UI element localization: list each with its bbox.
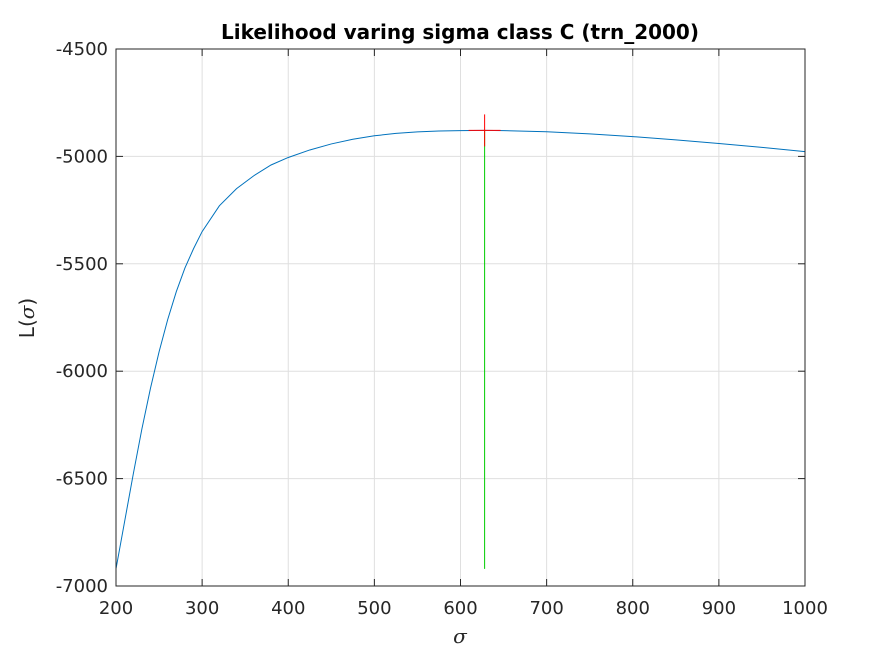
x-tick-label: 800 xyxy=(616,598,650,619)
y-axis-label-prefix: L( xyxy=(15,319,39,338)
y-tick-label: -5000 xyxy=(56,146,108,167)
y-axis-label: L(σ) xyxy=(15,298,39,338)
x-tick-label: 600 xyxy=(443,598,477,619)
series-group xyxy=(115,129,806,569)
x-tick-label: 300 xyxy=(185,598,219,619)
x-axis-label: σ xyxy=(453,624,468,648)
x-tick-label: 900 xyxy=(702,598,736,619)
x-tick-label: 1000 xyxy=(782,598,828,619)
x-tick-label: 400 xyxy=(271,598,305,619)
svg-text:L(σ): L(σ) xyxy=(15,298,39,338)
likelihood-curve xyxy=(115,129,806,569)
y-tick-label: -6500 xyxy=(56,469,108,490)
x-tick-label: 500 xyxy=(357,598,391,619)
x-tick-label: 700 xyxy=(529,598,563,619)
tick-labels: 200 300 400 500 600 700 800 900 1000 -4500 -5000 -5… xyxy=(56,39,828,619)
y-axis-label-symbol: σ xyxy=(15,304,39,319)
y-tick-label: -4500 xyxy=(56,39,108,60)
y-axis-label-suffix: ) xyxy=(15,298,39,306)
y-tick-label: -5500 xyxy=(56,254,108,275)
plot-frame xyxy=(115,48,806,587)
y-tick-label: -7000 xyxy=(56,576,108,597)
x-tick-label: 200 xyxy=(99,598,133,619)
annotations xyxy=(468,114,501,569)
chart-title: Likelihood varing sigma class C (trn_200… xyxy=(221,20,699,44)
y-tick-label: -6000 xyxy=(56,361,108,382)
